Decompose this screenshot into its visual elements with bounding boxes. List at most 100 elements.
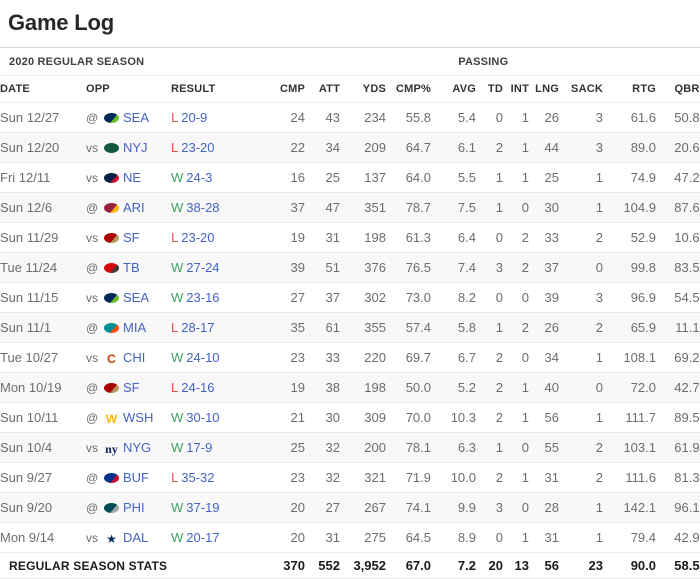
team-link[interactable]: PHI	[123, 500, 145, 515]
win-loss-indicator: W	[171, 410, 184, 425]
stat-td: 3	[476, 492, 503, 523]
stat-lng: 33	[529, 222, 559, 253]
game-date: Sun 11/15	[0, 282, 86, 313]
team-link[interactable]: SEA	[123, 110, 150, 125]
game-score-link[interactable]: 27-24	[186, 260, 220, 275]
stat-rtg: 142.1	[603, 492, 656, 523]
stat-avg: 8.2	[431, 282, 476, 313]
team-link[interactable]: CHI	[123, 350, 146, 365]
stat-yds: 309	[340, 402, 386, 433]
team-logo-nyg-icon: ny	[105, 442, 118, 456]
column-header-row: DATE OPP RESULT CMP ATT YDS CMP% AVG TD INT LNG SAC…	[0, 75, 700, 103]
stat-sack: 1	[559, 342, 603, 373]
team-link[interactable]: WSH	[123, 410, 154, 425]
stat-sack: 0	[559, 252, 603, 283]
stat-rtg: 111.7	[603, 402, 656, 433]
game-row: Sun 10/11 @ W WSH W 30-10 21 30 309 70.0 10.3 2 1 56 1…	[0, 402, 700, 433]
stat-rtg: 104.9	[603, 192, 656, 223]
team-link[interactable]: SF	[123, 380, 140, 395]
stat-lng: 55	[529, 432, 559, 463]
stat-td: 0	[476, 102, 503, 133]
home-away-indicator: @	[86, 411, 99, 425]
stat-int: 1	[503, 402, 529, 433]
stat-avg: 7.5	[431, 192, 476, 223]
stat-td: 2	[476, 342, 503, 373]
team-link[interactable]: SF	[123, 230, 140, 245]
total-att: 552	[305, 552, 340, 579]
game-score-link[interactable]: 23-20	[181, 230, 215, 245]
game-date: Sun 9/27	[0, 462, 86, 493]
opponent-cell: vs SF	[86, 222, 171, 253]
game-score-link[interactable]: 23-20	[181, 140, 215, 155]
column-header-rtg: RTG	[603, 75, 656, 103]
game-row: Fri 12/11 vs NE W 24-3 16 25 137 64.0 5.5 1 1 25 1 74.…	[0, 162, 700, 193]
stat-rtg: 72.0	[603, 372, 656, 403]
stat-yds: 376	[340, 252, 386, 283]
game-row: Sun 10/4 vs ny NYG W 17-9 25 32 200 78.1 6.3 1 0 55 2 1…	[0, 432, 700, 463]
column-header-cmp: CMP	[267, 75, 305, 103]
win-loss-indicator: L	[171, 110, 179, 125]
team-link[interactable]: TB	[123, 260, 140, 275]
win-loss-indicator: W	[171, 440, 184, 455]
stat-att: 34	[305, 132, 340, 163]
stat-cmp: 25	[267, 432, 305, 463]
team-link[interactable]: DAL	[123, 530, 149, 545]
stat-avg: 10.3	[431, 402, 476, 433]
stat-int: 1	[503, 522, 529, 553]
team-link[interactable]: BUF	[123, 470, 149, 485]
total-cmp: 370	[267, 552, 305, 579]
table-group-header-row: 2020 REGULAR SEASON PASSING	[0, 47, 700, 76]
stat-lng: 28	[529, 492, 559, 523]
game-score-link[interactable]: 24-3	[186, 170, 213, 185]
home-away-indicator: @	[86, 261, 99, 275]
game-score-link[interactable]: 35-32	[181, 470, 215, 485]
game-score-link[interactable]: 17-9	[186, 440, 213, 455]
result-cell: W 24-10	[171, 342, 267, 373]
game-score-link[interactable]: 24-10	[186, 350, 220, 365]
team-link[interactable]: NYJ	[123, 140, 148, 155]
stat-cmp_pct: 61.3	[386, 222, 431, 253]
team-logo-sf-icon	[104, 233, 119, 243]
game-score-link[interactable]: 38-28	[186, 200, 220, 215]
team-link[interactable]: ARI	[123, 200, 145, 215]
stat-lng: 31	[529, 522, 559, 553]
home-away-indicator: @	[86, 201, 99, 215]
column-header-qbr: QBR	[656, 75, 700, 103]
stat-rtg: 111.6	[603, 462, 656, 493]
team-link[interactable]: NE	[123, 170, 142, 185]
stat-yds: 234	[340, 102, 386, 133]
team-link[interactable]: NYG	[123, 440, 152, 455]
stat-td: 1	[476, 432, 503, 463]
game-score-link[interactable]: 37-19	[186, 500, 220, 515]
game-score-link[interactable]: 20-9	[181, 110, 208, 125]
stat-lng: 31	[529, 462, 559, 493]
stat-rtg: 89.0	[603, 132, 656, 163]
team-link[interactable]: SEA	[123, 290, 150, 305]
column-header-result: RESULT	[171, 75, 267, 103]
win-loss-indicator: L	[171, 230, 179, 245]
game-score-link[interactable]: 28-17	[181, 320, 215, 335]
game-score-link[interactable]: 30-10	[186, 410, 220, 425]
win-loss-indicator: L	[171, 140, 179, 155]
game-score-link[interactable]: 20-17	[186, 530, 220, 545]
column-header-avg: AVG	[431, 75, 476, 103]
stat-int: 0	[503, 282, 529, 313]
home-away-indicator: @	[86, 381, 99, 395]
stat-sack: 2	[559, 462, 603, 493]
game-row: Sun 11/15 vs SEA W 23-16 27 37 302 73.0 8.2 0 0 39 3 9…	[0, 282, 700, 313]
win-loss-indicator: L	[171, 320, 179, 335]
stat-att: 32	[305, 432, 340, 463]
team-logo-phi-icon	[104, 503, 119, 513]
stat-avg: 6.4	[431, 222, 476, 253]
home-away-indicator: @	[86, 501, 99, 515]
game-score-link[interactable]: 23-16	[186, 290, 220, 305]
stat-int: 0	[503, 492, 529, 523]
stat-avg: 5.2	[431, 372, 476, 403]
win-loss-indicator: W	[171, 170, 184, 185]
home-away-indicator: @	[86, 111, 99, 125]
home-away-indicator: vs	[86, 141, 98, 155]
win-loss-indicator: L	[171, 380, 179, 395]
team-link[interactable]: MIA	[123, 320, 147, 335]
game-score-link[interactable]: 24-16	[181, 380, 215, 395]
stat-qbr: 11.1	[656, 312, 700, 343]
